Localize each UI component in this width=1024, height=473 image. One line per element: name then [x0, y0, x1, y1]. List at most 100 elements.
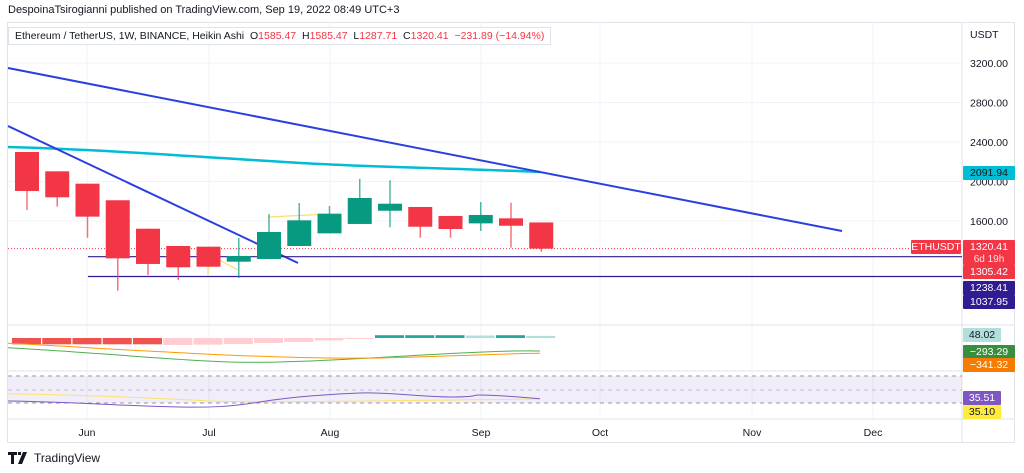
candle-up — [317, 213, 342, 234]
price-label-bg — [963, 281, 1015, 295]
candle-up — [378, 203, 402, 211]
price-tick-label: 3200.00 — [970, 58, 1008, 70]
trendline-short[interactable] — [7, 125, 299, 264]
macd-histogram-bar — [435, 335, 465, 338]
price-label: 1320.41 — [970, 241, 1008, 253]
moving-average-line[interactable] — [7, 145, 541, 174]
footer-brand: TradingView — [34, 451, 101, 465]
macd-histogram-bar — [254, 338, 283, 343]
time-tick-label: Aug — [321, 427, 340, 439]
legend-high-label: H — [301, 30, 310, 42]
macd-histogram-bar — [375, 335, 404, 338]
macd-histogram-bar — [102, 338, 132, 345]
candle-up — [257, 231, 281, 260]
macd-histogram-bar — [163, 338, 193, 345]
candle-down — [499, 218, 523, 226]
legend-change: −231.89 (−14.94%) — [454, 30, 545, 42]
macd-value-label: −293.29 — [970, 346, 1008, 358]
candle-down — [75, 183, 100, 217]
price-label-bg — [963, 166, 1015, 180]
macd-histogram — [12, 335, 556, 345]
time-tick-label: Oct — [592, 427, 608, 439]
legend-open: 1585.47 — [258, 30, 297, 42]
macd-value-label-bg — [963, 358, 1015, 372]
rsi-value-label-bg — [963, 391, 1001, 405]
candle-up — [468, 214, 493, 224]
time-tick-label: Jul — [202, 427, 215, 439]
chart-frame — [7, 22, 1015, 443]
candle-down — [45, 171, 70, 198]
price-tick-label: 2800.00 — [970, 98, 1008, 110]
candle-down — [408, 206, 433, 227]
rsi-line — [7, 392, 541, 408]
time-tick-label: Sep — [472, 427, 491, 439]
macd-histogram-bar — [42, 338, 72, 345]
macd-histogram-bar — [465, 335, 495, 338]
macd-histogram-bar — [314, 338, 344, 341]
time-tick-label: Dec — [864, 427, 883, 439]
legend-high: 1585.47 — [309, 30, 348, 42]
candle-down — [105, 200, 130, 259]
macd-histogram-bar — [344, 338, 374, 340]
macd-line — [7, 347, 541, 363]
symbol-tag-bg — [911, 240, 961, 254]
macd-histogram-bar — [12, 338, 41, 345]
time-tick-label: Nov — [743, 427, 762, 439]
candle-down — [136, 228, 160, 264]
macd-value-label-bg — [963, 328, 1001, 342]
trendline-long[interactable] — [7, 67, 843, 232]
candle-up — [347, 197, 372, 224]
rsi-ma-line — [7, 393, 541, 403]
symbol-legend[interactable]: Ethereum / TetherUS, 1W, BINANCE, Heikin… — [8, 27, 552, 45]
legend-symbol: Ethereum / TetherUS, 1W, BINANCE, Heikin… — [15, 30, 245, 42]
tradingview-logo-icon — [8, 452, 27, 464]
footer[interactable]: TradingView — [8, 451, 100, 465]
macd-histogram-bar — [193, 338, 223, 345]
legend-close-label: C — [403, 30, 411, 42]
symbol-tag: ETHUSDT — [911, 241, 961, 253]
legend-open-label: O — [250, 30, 259, 42]
macd-histogram-bar — [72, 338, 102, 345]
price-tick-label: 1600.00 — [970, 216, 1008, 228]
candle-down — [438, 215, 463, 229]
macd-histogram-bar — [405, 335, 435, 338]
legend-low-label: L — [353, 30, 360, 42]
legend-low: 1287.71 — [359, 30, 398, 42]
price-label: 1305.42 — [970, 266, 1008, 278]
currency-label: USDT — [970, 29, 999, 41]
macd-histogram-bar — [284, 338, 314, 342]
legend-close: 1320.41 — [410, 30, 449, 42]
candles — [15, 151, 554, 291]
price-label-bg — [963, 240, 1015, 265]
macd-value-label: 48.02 — [969, 329, 995, 341]
macd-histogram-bar — [223, 338, 253, 344]
publisher-line: DespoinaTsirogianni published on Trading… — [8, 4, 400, 16]
macd-value-label: −341.32 — [970, 359, 1008, 371]
price-label-countdown: 6d 19h — [974, 254, 1005, 265]
grid — [8, 22, 962, 419]
rsi-value-label: 35.10 — [969, 406, 995, 418]
macd-signal-line — [7, 342, 541, 359]
rsi-value-label: 35.51 — [969, 392, 995, 404]
price-label-bg — [963, 295, 1015, 309]
price-label: 2091.94 — [970, 167, 1008, 179]
candle-up — [226, 255, 251, 262]
macd-histogram-bar — [496, 335, 525, 338]
candle-down — [196, 246, 221, 267]
price-label: 1037.95 — [970, 296, 1008, 308]
rsi-value-label-bg — [963, 405, 1001, 419]
time-axis[interactable]: Jun Jul Aug Sep Oct Nov Dec — [79, 427, 883, 439]
candle-down — [529, 222, 554, 249]
candle-down — [15, 151, 39, 191]
price-tick-label: 2400.00 — [970, 137, 1008, 149]
macd-histogram-bar — [133, 338, 162, 345]
macd-value-label-bg — [963, 345, 1015, 359]
price-label-bg — [963, 265, 1015, 279]
macd-histogram-bar — [526, 335, 556, 338]
time-tick-label: Jun — [79, 427, 96, 439]
candle-up — [287, 220, 312, 246]
candle-down — [166, 245, 191, 268]
